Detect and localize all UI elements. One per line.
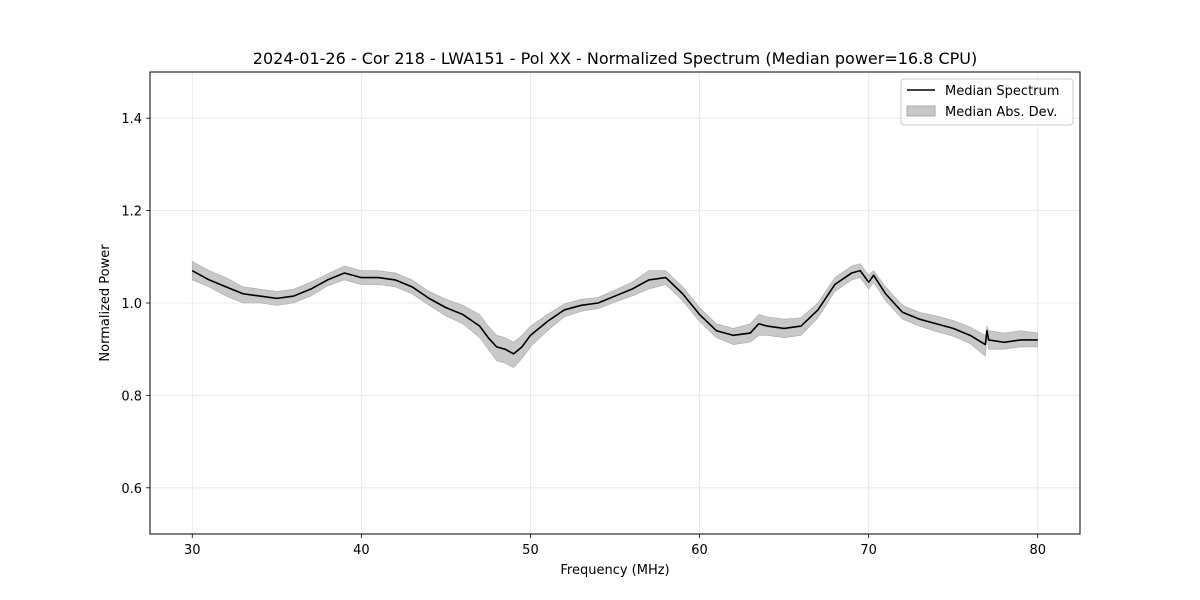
legend-box [900,78,1074,126]
x-tick-label: 70 [860,543,877,558]
legend: Median Spectrum Median Abs. Dev. [900,78,1074,126]
x-tick-label: 40 [353,543,370,558]
mad-band [191,260,1039,369]
x-axis-label: Frequency (MHz) [560,563,669,578]
x-axis-ticks: 30 40 50 60 70 80 [184,534,1046,558]
x-tick-label: 60 [691,543,708,558]
x-tick-label: 30 [184,543,201,558]
median-spectrum-line [191,269,1038,355]
y-tick-label: 0.8 [121,389,142,404]
y-axis-ticks: 0.6 0.8 1.0 1.2 1.4 [121,112,150,497]
mad-band-layer [191,260,1039,369]
y-tick-label: 1.4 [121,112,142,127]
y-axis-label: Normalized Power [98,244,113,362]
x-tick-label: 50 [522,543,539,558]
y-tick-label: 1.2 [121,205,142,220]
x-tick-label: 80 [1029,543,1046,558]
median-line-layer [191,269,1038,355]
y-tick-label: 1.0 [121,297,142,312]
legend-label-median-abs-dev: Median Abs. Dev. [945,105,1057,120]
legend-band-swatch [906,105,936,117]
legend-label-median-spectrum: Median Spectrum [945,84,1059,99]
chart-title: 2024-01-26 - Cor 218 - LWA151 - Pol XX -… [253,49,977,68]
y-tick-label: 0.6 [121,482,142,497]
